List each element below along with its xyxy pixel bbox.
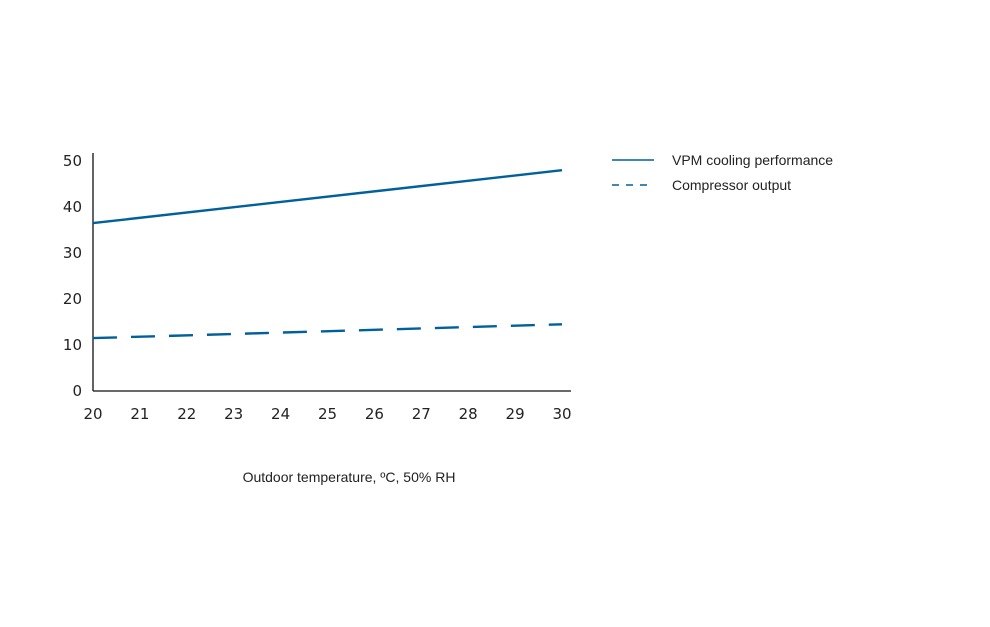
legend-label: VPM cooling performance (672, 152, 833, 168)
y-tick-label: 30 (63, 244, 82, 262)
x-tick-label: 21 (130, 405, 149, 423)
legend: VPM cooling performance Compressor output (612, 152, 833, 193)
x-tick-label: 25 (318, 405, 337, 423)
x-axis-title: Outdoor temperature, ºC, 50% RH (243, 469, 456, 485)
y-tick-label: 20 (63, 290, 82, 308)
vpm-cooling-performance-line (92, 169, 563, 225)
legend-label: Compressor output (672, 177, 791, 193)
compressor-output-line (92, 323, 563, 340)
y-tick-label: 40 (63, 198, 82, 216)
x-tick-label: 28 (459, 405, 478, 423)
y-tick-label: 10 (63, 336, 82, 354)
x-tick-label: 30 (552, 405, 571, 423)
x-tick-label: 23 (224, 405, 243, 423)
x-tick-label: 26 (365, 405, 384, 423)
x-tick-label: 27 (412, 405, 431, 423)
x-tick-label: 29 (506, 405, 525, 423)
plot-area: 0 10 20 30 40 50 20 21 22 23 24 25 26 27 28 29 30 (63, 152, 572, 423)
x-tick-label: 22 (177, 405, 196, 423)
y-tick-label: 0 (72, 382, 82, 400)
x-tick-label: 24 (271, 405, 290, 423)
x-tick-label: 20 (83, 405, 102, 423)
y-tick-label: 50 (63, 152, 82, 170)
